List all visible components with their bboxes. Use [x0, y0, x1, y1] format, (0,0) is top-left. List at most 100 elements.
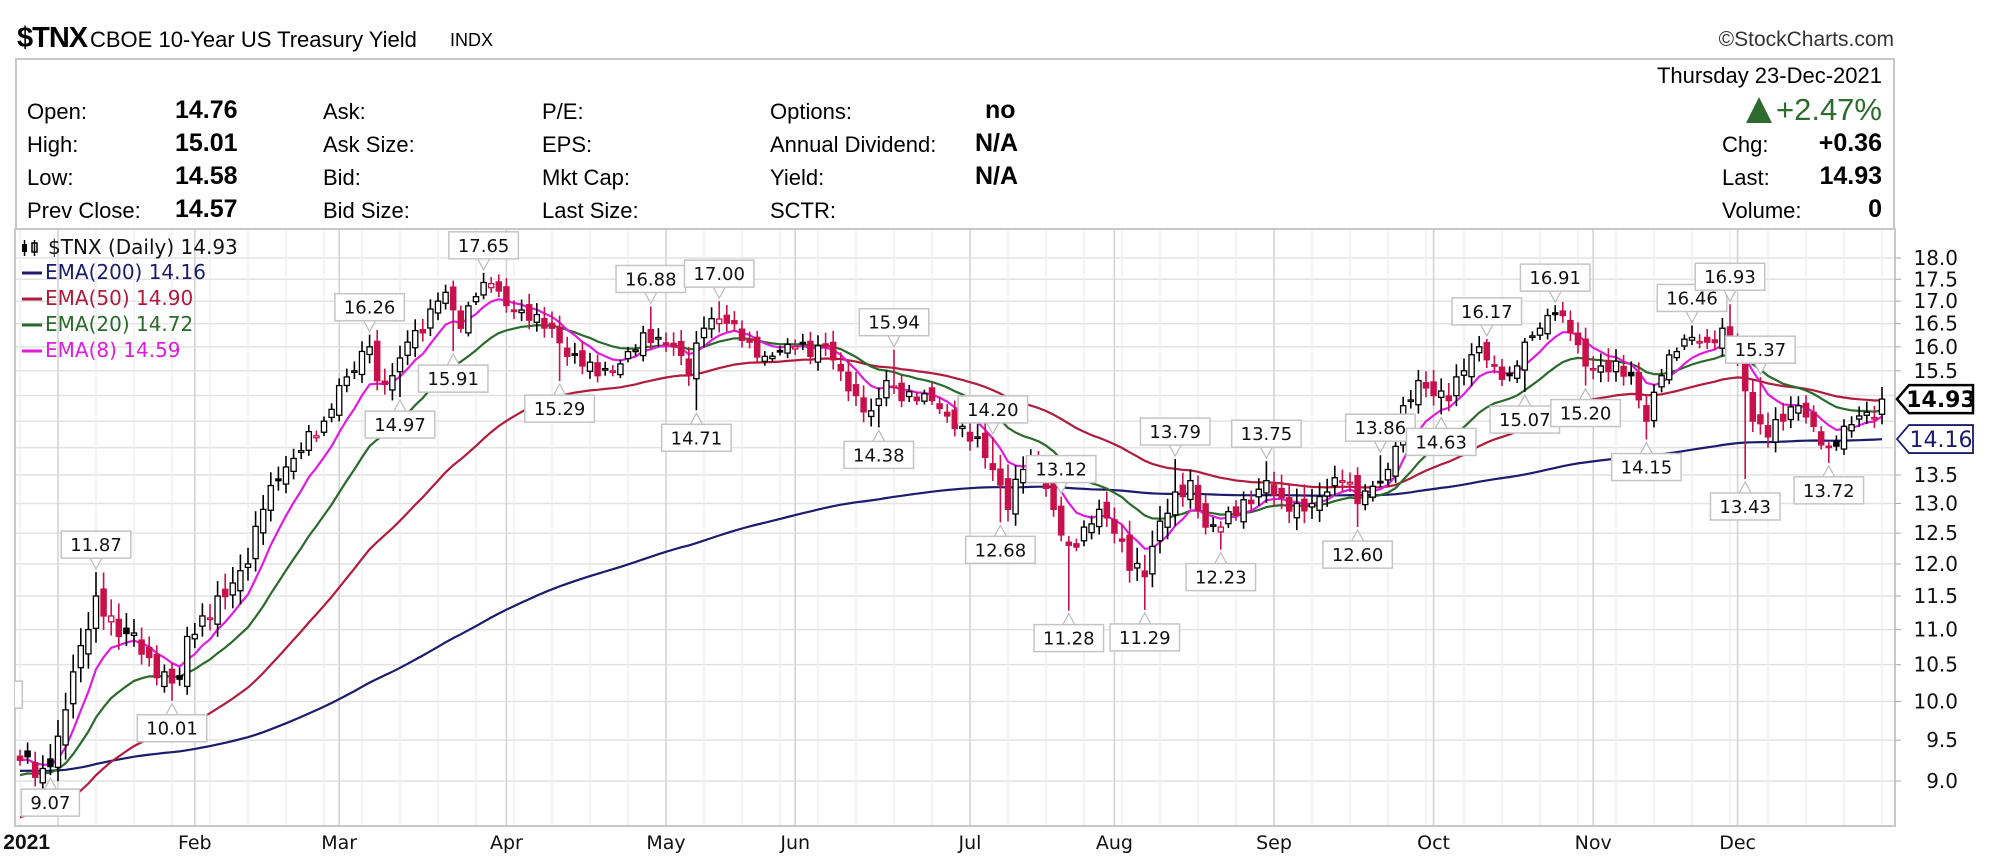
exchange-label: INDX: [450, 30, 494, 50]
annotation-pointer: [1822, 464, 1836, 478]
candle: [928, 382, 936, 406]
candle: [875, 387, 883, 428]
annotation-pointer: [446, 352, 460, 366]
last-value-tag-label: 14.16: [1910, 428, 1973, 453]
candle-body: [1764, 425, 1772, 438]
candle-body: [715, 318, 723, 325]
candle-body: [594, 362, 601, 377]
ema-line-ema20: [19, 323, 1883, 777]
candle-body: [503, 286, 510, 307]
candle: [62, 692, 69, 760]
candle: [1346, 472, 1354, 492]
candle: [601, 361, 609, 376]
price-annotation: 15.94: [858, 307, 930, 348]
candle: [404, 330, 411, 366]
annotation-pointer: [43, 776, 57, 790]
low-label: Low:: [27, 165, 74, 190]
candle-body: [487, 282, 495, 289]
annotation-box: [1344, 413, 1416, 442]
open-label: Open:: [27, 99, 87, 124]
candle: [1787, 396, 1795, 429]
y-tick-label: 11.0: [1913, 618, 1958, 642]
candle: [1878, 386, 1886, 425]
low-value: 14.58: [175, 162, 238, 190]
chg-label: Chg:: [1722, 132, 1769, 157]
candle: [1597, 353, 1605, 383]
last-value-tag-box: [1895, 383, 1975, 415]
candle-body: [1445, 395, 1453, 402]
annotation-label: 12.23: [1195, 568, 1247, 589]
candle: [1255, 478, 1263, 506]
candle: [153, 645, 161, 686]
y-tick-label: 9.0: [1926, 769, 1958, 793]
candle: [890, 349, 898, 394]
candle: [47, 743, 54, 776]
candle-body: [1468, 354, 1475, 378]
candle: [183, 626, 191, 695]
candle: [1361, 484, 1369, 511]
annotation-box: [1724, 335, 1796, 364]
candle-body: [31, 762, 39, 778]
annotation-pointer: [1168, 444, 1182, 458]
candle: [1111, 507, 1118, 544]
annotation-label: 11.87: [70, 535, 122, 556]
candle-body: [1605, 359, 1612, 373]
candle-body: [1225, 511, 1232, 525]
candle-body: [199, 615, 206, 627]
candle: [1369, 481, 1377, 502]
candle-body: [465, 305, 472, 334]
copyright-link[interactable]: ©StockCharts.com: [1718, 28, 1894, 51]
candle-body: [905, 391, 913, 398]
candle-body: [252, 525, 259, 560]
x-tick-label: Aug: [1096, 832, 1133, 854]
candle-body: [1719, 327, 1726, 349]
annotation-pointer: [1738, 480, 1752, 494]
candle-body: [1187, 480, 1194, 501]
security-name: CBOE 10-Year US Treasury Yield: [90, 27, 417, 52]
candle: [1643, 396, 1650, 440]
y-tick-label: 13.0: [1913, 492, 1958, 516]
candle-body: [130, 632, 138, 636]
ask-label: Ask:: [323, 99, 366, 124]
candle-body: [1741, 360, 1749, 392]
candle-body: [85, 628, 92, 655]
candle: [85, 612, 92, 669]
candle: [1825, 441, 1833, 463]
price-annotation: 12.60: [1322, 528, 1394, 569]
candle: [472, 292, 480, 306]
y-tick-label: 12.0: [1913, 552, 1958, 576]
candle-body: [1392, 445, 1399, 477]
annotation-pointer: [477, 258, 491, 272]
yield-label: Yield:: [770, 165, 825, 190]
candle: [237, 554, 244, 605]
candle-body: [510, 309, 518, 313]
candle: [1605, 348, 1612, 382]
candle: [31, 751, 39, 787]
candle: [381, 368, 389, 395]
candle: [252, 511, 259, 572]
candle: [647, 306, 655, 350]
candle-body: [921, 393, 928, 402]
price-annotation: 73: [15, 680, 24, 709]
candle-body: [753, 336, 761, 358]
candle-body: [677, 340, 685, 357]
candle-body: [1551, 312, 1559, 316]
candle: [1164, 498, 1171, 540]
candle: [913, 391, 921, 406]
candle: [1187, 469, 1194, 509]
annotation-label: 11.28: [1043, 629, 1095, 650]
x-tick-label: Sep: [1256, 832, 1292, 854]
candle: [328, 403, 335, 423]
candle-body: [305, 430, 313, 451]
candle: [814, 335, 822, 371]
candle-body: [39, 767, 47, 784]
candle-body: [875, 398, 883, 407]
candle: [366, 334, 373, 364]
candle-body: [1757, 414, 1764, 425]
price-annotation: 14.20: [957, 395, 1029, 436]
candle-body: [1460, 370, 1468, 376]
candle-body: [275, 478, 282, 482]
annual-dividend-value: N/A: [975, 129, 1019, 157]
candle-body: [617, 363, 624, 376]
